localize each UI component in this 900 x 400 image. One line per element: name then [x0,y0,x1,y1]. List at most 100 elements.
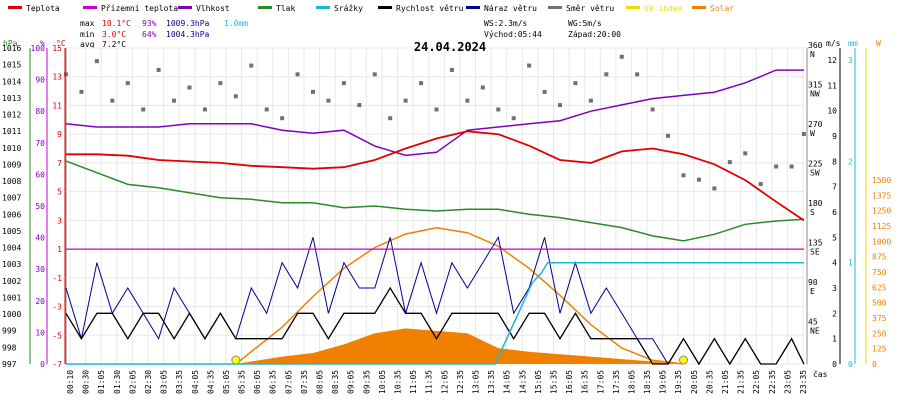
direction-tick-label: 270 [808,120,823,129]
wind-direction-point [511,116,516,121]
wind-direction-point [789,164,794,169]
wind-direction-point [156,67,161,72]
solar-tick-label: 1250 [872,207,891,216]
x-tick-label: 08:05 [316,370,325,394]
legend-label: Rychlost větru [396,4,464,13]
direction-name-label: NE [810,327,820,336]
wind-direction-point [635,72,640,77]
temperature-tick-label: 11 [52,101,62,110]
stat-sunset: Západ:20:00 [568,30,621,39]
solar-tick-label: 750 [872,268,887,277]
solar-tick-label: 625 [872,283,887,292]
uv-index-marker [231,355,241,365]
series-pressure [65,160,804,242]
x-tick-label: 16:35 [581,370,590,394]
stat-rain-max: 1.0mm [224,19,248,28]
series-rain [66,261,804,365]
rain-tick-label: 0 [848,360,853,369]
wind-direction-point [681,173,686,178]
axes: 00:10 00:30 01:05 01:30 02:05 02:30 03:05 03:35… [2,39,891,394]
stat-hum-max: 93% [142,19,157,28]
x-tick-label: 01:30 [113,370,122,394]
x-tick-label: 10:35 [394,370,403,394]
wind-direction-point [280,116,285,121]
x-tick-label: 09:05 [347,370,356,394]
x-tick-label: 21:05 [721,370,730,394]
x-tick-label: 04:35 [206,370,215,394]
humidity-tick-label: 100 [31,44,46,53]
temperature-tick-label: 1 [57,245,62,254]
legend: Teplota Přízemní teplota Vlhkost Tlak Srážky… [8,4,734,13]
solar-tick-label: 375 [872,314,887,323]
pressure-tick-label: 1002 [2,277,21,286]
x-tick-label: 17:35 [612,370,621,394]
legend-label: Vlhkost [196,4,230,13]
pressure-tick-label: 1003 [2,260,21,269]
axis-unit-solar: W [876,39,881,48]
direction-tick-label: 135 [808,239,823,248]
x-tick-label: 15:35 [549,370,558,394]
x-tick-label: 16:05 [565,370,574,394]
x-tick-label: 13:35 [487,370,496,394]
legend-label: Srážky [334,4,363,13]
stats-block: max 10.1°C 93% 1009.3hPa 1.0mm min 3.0°C 64% 100… [80,19,621,49]
wind-direction-point [264,107,269,112]
wind-tick-label: 2 [832,309,837,318]
direction-tick-label: 360 [808,41,823,50]
wind-direction-point [465,98,470,103]
wind-direction-point [187,85,192,90]
x-tick-label: 20:35 [705,370,714,394]
chart-title: 24.04.2024 [414,40,486,54]
x-tick-label: 00:30 [82,370,91,394]
rain-tick-label: 1 [848,259,853,268]
stat-press-max: 1009.3hPa [166,19,210,28]
wind-direction-point [311,89,315,94]
stat-label: min [80,30,95,39]
stat-temp-min: 3.0°C [102,30,126,39]
humidity-tick-label: 30 [35,265,45,274]
x-tick-label: 05:35 [238,370,247,394]
wind-direction-point [542,89,547,94]
legend-label: UV index [644,4,683,13]
stat-hum-min: 64% [142,30,157,39]
x-tick-label: 19:35 [674,370,683,394]
temperature-tick-label: -5 [52,331,62,340]
wind-direction-point [94,59,99,64]
wind-direction-point [801,132,806,137]
humidity-tick-label: 0 [40,360,45,369]
solar-tick-label: 875 [872,253,887,262]
wind-direction-point [527,63,532,68]
humidity-tick-label: 70 [35,139,45,148]
x-tick-label: 22:05 [752,370,761,394]
wind-direction-point [341,81,346,86]
solar-tick-label: 1125 [872,222,891,231]
x-tick-label: 17:05 [596,370,605,394]
humidity-tick-label: 10 [35,328,45,337]
x-tick-label: 07:05 [284,370,293,394]
pressure-tick-label: 1004 [2,244,21,253]
solar-tick-label: 250 [872,329,887,338]
x-tick-label: 02:05 [128,370,137,394]
wind-direction-point [326,98,331,103]
wind-direction-point [249,63,254,68]
wind-tick-label: 7 [832,183,837,192]
uv-index-marker [679,355,688,365]
direction-tick-label: 45 [808,318,818,327]
pressure-tick-label: 998 [2,343,17,352]
series-temperature [66,130,805,222]
legend-swatch [83,6,97,9]
solar-tick-label: 1500 [872,176,891,185]
stat-temp-max: 10.1°C [102,19,131,28]
rain-tick-label: 3 [848,56,853,65]
pressure-tick-label: 1001 [2,293,21,302]
solar-tick-label: 500 [872,299,887,308]
pressure-tick-label: 1005 [2,227,21,236]
direction-name-label: W [810,129,815,138]
direction-name-label: S [810,208,815,217]
wind-tick-label: 1 [832,335,837,344]
wind-tick-label: 3 [832,284,837,293]
x-tick-label: 11:35 [425,370,434,394]
x-tick-label: 12:05 [440,370,449,394]
temperature-tick-label: 13 [52,73,62,82]
x-tick-label: 06:35 [269,370,278,394]
